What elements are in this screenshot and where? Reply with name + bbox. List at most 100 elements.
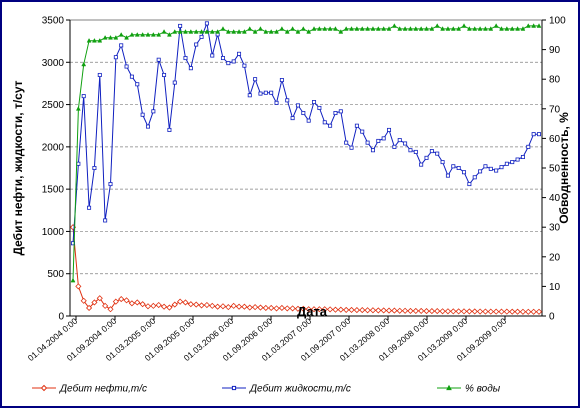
series-point-1: [392, 144, 397, 149]
series-point-1: [129, 74, 134, 79]
series-point-2: [220, 26, 226, 31]
series-point-0: [209, 302, 216, 309]
series-line-2: [72, 25, 539, 281]
series-point-1: [204, 21, 209, 26]
series-point-1: [162, 72, 167, 77]
series-point-0: [252, 304, 259, 311]
series-point-1: [440, 160, 445, 165]
series-point-1: [301, 111, 306, 116]
series-point-0: [337, 306, 344, 313]
series-point-0: [182, 299, 189, 306]
series-point-0: [514, 308, 521, 315]
right-axis: 0 10 20 30 40 50 60 70 80 90 100: [541, 16, 566, 323]
series-point-1: [279, 78, 284, 83]
series-point-0: [139, 301, 146, 308]
series-point-0: [455, 308, 462, 315]
series-point-1: [167, 127, 172, 132]
series-point-2: [225, 29, 231, 34]
series-point-0: [327, 306, 334, 313]
series-point-2: [102, 35, 108, 40]
series-point-2: [418, 26, 424, 31]
series-point-0: [402, 307, 409, 314]
series-point-1: [403, 141, 408, 146]
series-point-0: [369, 307, 377, 314]
series-point-0: [525, 308, 532, 315]
series-point-2: [279, 26, 285, 31]
series-point-0: [289, 305, 296, 312]
series-point-0: [177, 298, 184, 305]
series-point-2: [327, 26, 333, 31]
left-tick-label: 3000: [42, 58, 65, 69]
series-point-2: [252, 29, 258, 34]
series-point-1: [263, 90, 268, 95]
series-point-0: [160, 303, 168, 310]
series-point-1: [306, 118, 311, 123]
series-point-0: [396, 307, 403, 314]
right-tick-label: 0: [549, 312, 555, 323]
series-point-0: [219, 303, 227, 310]
series-point-0: [150, 302, 157, 309]
right-tick-label: 60: [549, 134, 561, 145]
series-point-0: [171, 301, 178, 308]
legend-marker-2: [446, 384, 452, 391]
series-point-2: [75, 106, 81, 111]
series-point-1: [247, 93, 252, 98]
series-point-1: [290, 116, 295, 121]
series-point-2: [370, 26, 376, 31]
series-point-2: [515, 26, 520, 31]
series-point-1: [483, 164, 488, 169]
series-point-1: [504, 161, 509, 166]
series-point-1: [360, 129, 365, 134]
series-point-2: [520, 26, 526, 31]
series-point-2: [258, 26, 263, 31]
series-point-2: [531, 23, 537, 28]
series-point-0: [166, 304, 173, 311]
series-point-1: [103, 218, 108, 223]
series-point-2: [172, 29, 178, 34]
series-point-0: [385, 307, 393, 314]
series-point-1: [285, 98, 290, 103]
series-point-1: [194, 42, 199, 47]
series-point-0: [134, 299, 141, 306]
series-point-1: [178, 23, 183, 28]
series-point-2: [161, 29, 167, 34]
series-point-0: [466, 308, 473, 315]
series-point-0: [444, 308, 452, 315]
series-point-2: [466, 26, 472, 31]
series-point-2: [322, 26, 328, 31]
series-point-2: [140, 32, 146, 37]
series-point-0: [434, 308, 441, 315]
series-point-0: [316, 306, 323, 313]
series-point-1: [456, 165, 461, 170]
series-point-2: [472, 26, 478, 31]
series-point-1: [435, 151, 440, 156]
series-point-0: [428, 308, 435, 315]
series-point-2: [215, 29, 221, 34]
series-point-1: [92, 165, 97, 170]
series-point-1: [370, 148, 375, 153]
series-point-2: [284, 29, 290, 34]
left-tick-label: 3500: [42, 16, 65, 27]
series-point-2: [300, 26, 306, 31]
series-point-0: [203, 301, 210, 309]
legend-label-1: Дебит жидкости,т/с: [249, 383, 351, 395]
x-axis-label: Дата: [297, 304, 328, 319]
left-tick-label: 1500: [42, 185, 65, 196]
series-point-0: [509, 308, 516, 315]
legend-marker-1: [231, 385, 237, 391]
series-point-1: [87, 205, 92, 210]
series-point-1: [135, 82, 140, 87]
series-point-1: [531, 132, 536, 137]
left-tick-label: 0: [58, 312, 64, 323]
series-point-1: [429, 149, 434, 154]
series-point-1: [338, 109, 343, 114]
right-tick-label: 80: [549, 75, 561, 86]
series-point-2: [509, 26, 515, 31]
series-point-2: [461, 23, 467, 28]
series-point-2: [477, 26, 483, 31]
left-tick-label: 500: [47, 269, 64, 280]
legend: Дебит нефти,т/с Дебит жидкости,т/с % воды: [32, 383, 501, 395]
series-point-0: [482, 308, 489, 315]
series-point-2: [333, 26, 338, 31]
